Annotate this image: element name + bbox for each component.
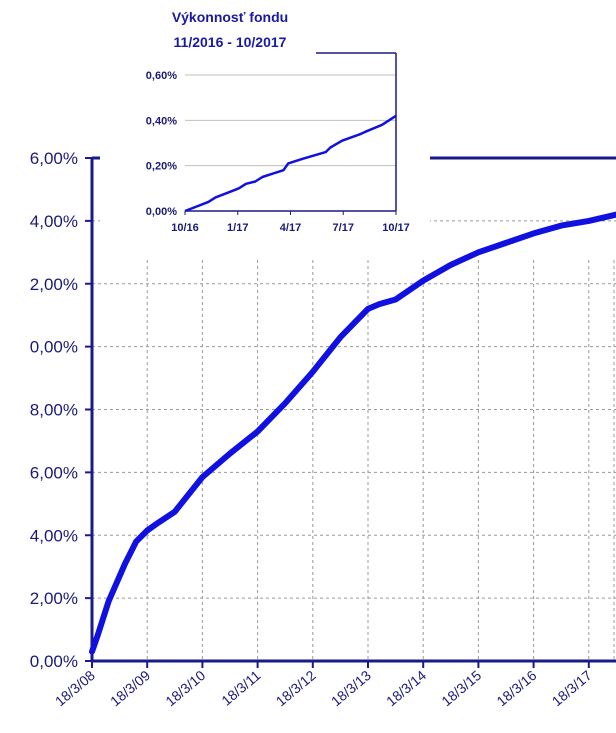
inset-x-tick-label: 7/17 <box>333 222 354 234</box>
main-y-tick-label: 2,00% <box>30 275 78 294</box>
inset-subtitle: 11/2016 - 10/2017 <box>174 34 287 50</box>
main-y-tick-label: 0,00% <box>30 338 78 357</box>
main-x-tick-label: 18/3/15 <box>438 667 484 709</box>
main-y-tick-label: 2,00% <box>30 589 78 608</box>
inset-x-tick-label: 10/17 <box>382 222 410 234</box>
main-y-tick-label: 0,00% <box>30 652 78 671</box>
main-x-tick-label: 18/3/13 <box>328 667 374 709</box>
main-x-ticks: 18/3/08 18/3/09 18/3/10 18/3/11 18/3/12 18/3/… <box>52 661 595 709</box>
inset-y-ticks: 0,00% 0,20% 0,40% 0,60% <box>146 70 177 218</box>
inset-background <box>100 0 430 250</box>
main-x-tick-label: 18/3/17 <box>549 667 595 709</box>
main-series-line <box>89 211 616 655</box>
inset-x-ticks: 10/16 1/17 4/17 7/17 10/17 <box>171 211 410 234</box>
inset-title: Výkonnosť fondu <box>172 9 288 25</box>
main-y-ticks: 0,00% 2,00% 4,00% 6,00% 8,00% 0,00% 2,00% 4,00%… <box>30 149 92 671</box>
inset-series-line <box>184 114 397 213</box>
main-y-tick-label: 4,00% <box>30 212 78 231</box>
inset-gridlines <box>185 74 396 167</box>
inset-chart: Výkonnosť fondu 11/2016 - 10/2017 0,00%0… <box>100 0 430 250</box>
main-y-tick-label: 4,00% <box>30 526 78 545</box>
main-y-tick-label: 6,00% <box>30 149 78 168</box>
main-x-tick-label: 18/3/14 <box>383 667 429 709</box>
main-x-tick-label: 18/3/08 <box>52 667 98 709</box>
main-x-tick-label: 18/3/11 <box>218 667 263 709</box>
main-gridlines <box>92 220 616 661</box>
inset-y-tick-label: 0,40% <box>146 115 177 127</box>
main-x-tick-label: 18/3/12 <box>273 667 319 709</box>
main-y-tick-label: 8,00% <box>30 401 78 420</box>
inset-x-tick-label: 10/16 <box>171 222 199 234</box>
inset-x-tick-label: 4/17 <box>280 222 301 234</box>
inset-y-tick-label: 0,20% <box>146 161 177 173</box>
main-y-tick-label: 6,00% <box>30 463 78 482</box>
inset-y-tick-label: 0,60% <box>146 70 177 82</box>
main-x-tick-label: 18/3/09 <box>107 667 153 709</box>
main-x-tick-label: 18/3/10 <box>162 667 208 709</box>
main-x-tick-label: 18/3/16 <box>493 667 539 709</box>
inset-y-tick-label: 0,00% <box>146 206 177 218</box>
inset-x-tick-label: 1/17 <box>227 222 248 234</box>
